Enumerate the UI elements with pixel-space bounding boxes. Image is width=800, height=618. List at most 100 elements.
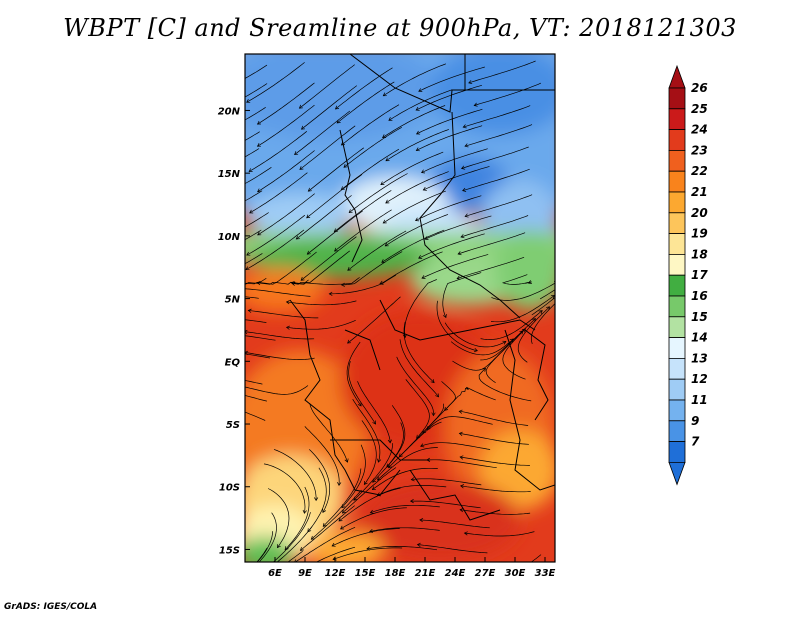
streamline (301, 85, 358, 130)
streamline (273, 449, 317, 501)
streamline (461, 146, 529, 169)
streamline (291, 277, 360, 285)
colorbar-segment (668, 212, 686, 235)
streamline (426, 459, 497, 469)
streamline (386, 405, 406, 468)
streamline (299, 125, 356, 170)
streamline (474, 82, 542, 106)
x-tick-label: 6E (268, 568, 282, 579)
streamline-arrow (379, 280, 384, 285)
streamline-arrow (416, 542, 421, 547)
streamline (340, 507, 407, 530)
streamline (415, 195, 482, 221)
streamline (421, 148, 488, 173)
streamline-arrow (291, 281, 296, 286)
streamline (245, 131, 260, 141)
streamline-arrow (420, 443, 425, 448)
streamline-arrow (238, 265, 242, 268)
streamline (388, 421, 442, 468)
streamline-arrow (294, 151, 299, 156)
colorbar-segment (668, 191, 686, 214)
chart-title: WBPT [C] and Sreamline at 900hPa, VT: 20… (63, 14, 737, 42)
streamline (307, 210, 363, 255)
streamline (245, 190, 263, 202)
colorbar-label: 26 (691, 81, 708, 95)
streamline (248, 131, 308, 172)
streamline-arrow (249, 209, 254, 214)
streamline (417, 544, 488, 554)
streamline (372, 422, 404, 483)
streamline-arrow (388, 117, 393, 121)
streamline (396, 356, 434, 416)
x-tick-label: 9E (298, 568, 312, 579)
y-tick-label: 10N (218, 232, 241, 243)
colorbar-label: 24 (691, 123, 708, 137)
streamline-arrow (238, 409, 241, 412)
colorbar-segment (668, 87, 686, 110)
streamline-arrow (415, 130, 421, 135)
streamline-arrow (502, 340, 507, 345)
colorbar: 26 25 24 23 22 21 20 19 18 17 16 15 14 13 12 11 9 7 (668, 64, 708, 486)
streamline (245, 64, 268, 79)
streamline-arrow (372, 420, 376, 425)
credit-text: GrADS: IGES/COLA (4, 602, 98, 612)
streamline (245, 395, 267, 402)
streamline-arrow (415, 147, 420, 152)
streamline-arrow (328, 291, 333, 296)
streamline-arrow (343, 163, 348, 168)
x-tick-label: 18E (385, 568, 406, 579)
streamline (267, 488, 290, 548)
streamline-arrow (468, 80, 473, 85)
streamline (256, 547, 268, 562)
streamline (380, 151, 444, 185)
colorbar-label: 7 (691, 435, 700, 449)
streamline-arrow (546, 306, 551, 311)
y-tick-label: 5S (226, 420, 240, 431)
streamline (348, 173, 408, 213)
streamline-arrow (300, 276, 305, 281)
streamline-arrow (527, 280, 533, 285)
streamline (343, 126, 402, 168)
streamline (421, 254, 489, 279)
streamline (342, 467, 397, 514)
streamline (341, 148, 400, 190)
streamline-arrow (426, 457, 431, 463)
streamline (306, 174, 363, 219)
streamline-arrow (340, 525, 345, 530)
streamline (463, 105, 531, 128)
streamline (335, 67, 393, 110)
streamline-arrow (458, 431, 463, 436)
streamline (245, 279, 309, 285)
streamline-arrow (256, 280, 261, 286)
streamline-arrow (251, 566, 254, 569)
colorbar-segment (668, 378, 686, 401)
streamline-arrow (240, 157, 244, 160)
streamline-arrow (313, 497, 319, 502)
streamline (517, 306, 550, 363)
streamline (245, 288, 311, 297)
colorbar-bottom-arrow (668, 462, 686, 486)
colorbar-segment (668, 129, 686, 151)
streamline-arrow (430, 379, 435, 384)
streamline (299, 64, 355, 109)
streamline (480, 310, 543, 340)
streamline-arrow (460, 234, 465, 239)
streamline (248, 310, 319, 319)
streamline-arrow (334, 247, 339, 252)
streamline-arrow (415, 106, 420, 111)
streamline-arrow (421, 275, 426, 279)
colorbar-segment (668, 233, 686, 255)
streamline (257, 150, 315, 193)
colorbar-segment (668, 316, 686, 338)
streamline (246, 62, 305, 103)
streamline (257, 104, 315, 147)
streamline (294, 110, 351, 155)
streamline-arrow (559, 292, 563, 295)
streamline (385, 214, 449, 247)
streamline (464, 194, 533, 217)
streamline (366, 546, 438, 551)
streamline-arrow (240, 282, 243, 286)
streamline (263, 463, 306, 514)
colorbar-segment (668, 253, 686, 276)
streamline-arrow (521, 328, 526, 333)
